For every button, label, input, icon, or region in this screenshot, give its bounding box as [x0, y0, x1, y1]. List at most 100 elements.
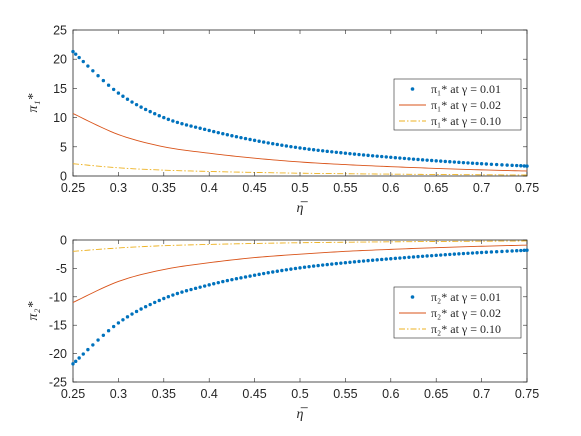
data-point — [284, 268, 289, 272]
series-2 — [72, 113, 528, 172]
data-point — [248, 274, 252, 278]
legend-box — [393, 78, 522, 131]
data-point — [325, 262, 329, 267]
x-tick-label: 0.25 — [61, 387, 85, 401]
data-point — [384, 155, 388, 159]
data-point — [202, 127, 207, 132]
x-tick-label: 0.6 — [382, 387, 399, 401]
data-point — [91, 343, 95, 347]
data-point — [225, 133, 230, 137]
data-point — [143, 305, 148, 309]
data-point — [443, 253, 447, 257]
data-point — [522, 248, 526, 253]
data-point — [484, 250, 489, 254]
data-point — [439, 159, 443, 163]
data-point — [302, 146, 307, 151]
data-point — [475, 161, 479, 166]
data-point — [198, 285, 202, 289]
data-point — [125, 315, 130, 319]
data-point — [505, 249, 509, 253]
x-tick-label: 0.3 — [110, 181, 127, 195]
data-point — [230, 277, 234, 282]
data-point — [434, 253, 438, 258]
data-point — [479, 162, 484, 166]
data-point — [384, 257, 388, 261]
data-point — [252, 273, 257, 277]
y-axis-label: π₁* — [26, 94, 41, 113]
data-point — [175, 291, 180, 296]
data-point — [71, 362, 75, 366]
x-tick-label: 0.3 — [110, 387, 127, 401]
y-tick-label: 25 — [53, 24, 67, 38]
bottom-plot-panel: 0.25 0.3 0.35 0.4 0.45 0.5 0.55 0.6 0.65 0.7 0.75 -… — [26, 234, 539, 423]
data-point — [370, 258, 375, 262]
data-point — [375, 154, 379, 158]
y-tick-label: -10 — [49, 290, 67, 304]
data-point — [425, 158, 429, 162]
data-point — [402, 255, 407, 260]
data-point — [519, 164, 523, 168]
x-tick-label: 0.75 — [515, 387, 539, 401]
x-tick-label: 0.65 — [424, 387, 448, 401]
data-point — [202, 284, 207, 288]
data-point — [271, 141, 275, 146]
data-point — [148, 109, 152, 114]
data-point — [510, 163, 514, 168]
data-point — [461, 160, 466, 165]
data-point — [139, 307, 143, 311]
data-point — [525, 164, 529, 168]
legend-marker — [410, 295, 415, 299]
data-point — [106, 329, 111, 333]
data-point — [74, 359, 78, 364]
data-point — [293, 145, 298, 150]
data-point — [352, 260, 357, 264]
data-point — [153, 112, 157, 116]
data-point — [139, 105, 143, 109]
y-axis-label: π₂* — [26, 302, 41, 321]
data-point — [171, 293, 175, 297]
data-point — [171, 119, 175, 123]
data-point — [239, 135, 243, 140]
data-point — [393, 155, 398, 160]
data-point — [71, 49, 75, 54]
data-point — [239, 276, 243, 280]
data-point — [522, 164, 526, 168]
data-point — [343, 261, 348, 265]
data-point — [116, 91, 121, 95]
data-point — [162, 115, 166, 120]
series-line — [72, 244, 528, 303]
data-point — [216, 280, 220, 285]
data-point — [416, 254, 420, 259]
data-point — [389, 257, 393, 261]
y-tick-label: 15 — [53, 82, 67, 96]
data-point — [101, 78, 106, 83]
data-point — [429, 158, 434, 163]
data-point — [515, 163, 519, 168]
data-point — [330, 150, 334, 154]
x-tick-label: 0.7 — [473, 387, 490, 401]
data-point — [184, 123, 189, 127]
x-tick-label: 0.55 — [333, 387, 357, 401]
series-1 — [71, 49, 529, 168]
x-tick-label: 0.45 — [242, 387, 266, 401]
data-point — [81, 59, 85, 64]
data-point — [316, 148, 320, 152]
data-point — [166, 294, 171, 299]
data-point — [429, 253, 434, 258]
data-point — [248, 137, 252, 142]
x-tick-label: 0.7 — [473, 181, 490, 195]
data-point — [407, 255, 411, 260]
data-point — [321, 263, 325, 267]
data-point — [261, 140, 266, 144]
data-point — [86, 347, 90, 352]
y-tick-label: -20 — [49, 347, 67, 361]
data-point — [525, 248, 529, 252]
series-1 — [71, 248, 529, 366]
data-point — [234, 135, 239, 139]
data-point — [101, 333, 106, 337]
series-line — [72, 113, 528, 172]
data-point — [348, 151, 352, 156]
data-point — [366, 258, 370, 263]
data-point — [375, 258, 379, 262]
data-point — [339, 151, 343, 155]
